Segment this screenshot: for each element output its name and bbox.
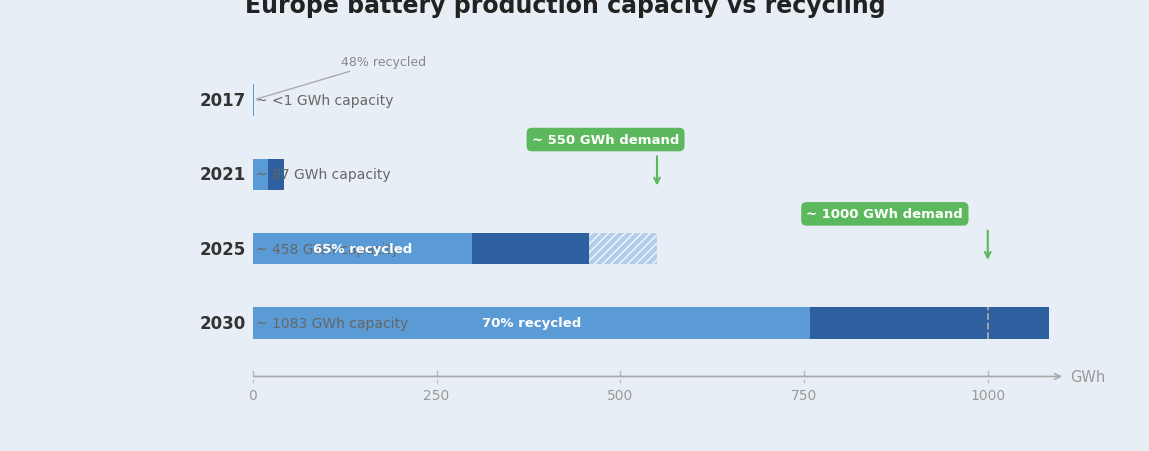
Text: 48% recycled: 48% recycled [256, 55, 426, 100]
Text: 2025: 2025 [199, 240, 246, 258]
Bar [810, 308, 1049, 339]
Text: Europe battery production capacity vs recycling: Europe battery production capacity vs re… [246, 0, 886, 18]
Text: ~ 550 GWh demand: ~ 550 GWh demand [532, 134, 679, 147]
Text: 2017: 2017 [199, 92, 246, 110]
Bar [253, 159, 268, 190]
Bar [471, 234, 589, 265]
Text: GWh: GWh [1070, 369, 1105, 384]
Bar [253, 308, 810, 339]
Bar [589, 234, 657, 265]
Text: ~ 87 GWh capacity: ~ 87 GWh capacity [256, 168, 391, 182]
Bar [253, 234, 471, 265]
Text: 70% recycled: 70% recycled [481, 317, 581, 330]
Text: 2021: 2021 [199, 166, 246, 184]
Text: 2030: 2030 [199, 314, 246, 332]
Text: ~ 458 GWh capacity: ~ 458 GWh capacity [256, 242, 400, 256]
Text: ~ 1083 GWh capacity: ~ 1083 GWh capacity [256, 316, 409, 330]
Text: ~ 1000 GWh demand: ~ 1000 GWh demand [807, 208, 963, 221]
Text: 65% recycled: 65% recycled [313, 243, 411, 256]
Text: ~ <1 GWh capacity: ~ <1 GWh capacity [256, 94, 394, 108]
Bar [268, 159, 284, 190]
